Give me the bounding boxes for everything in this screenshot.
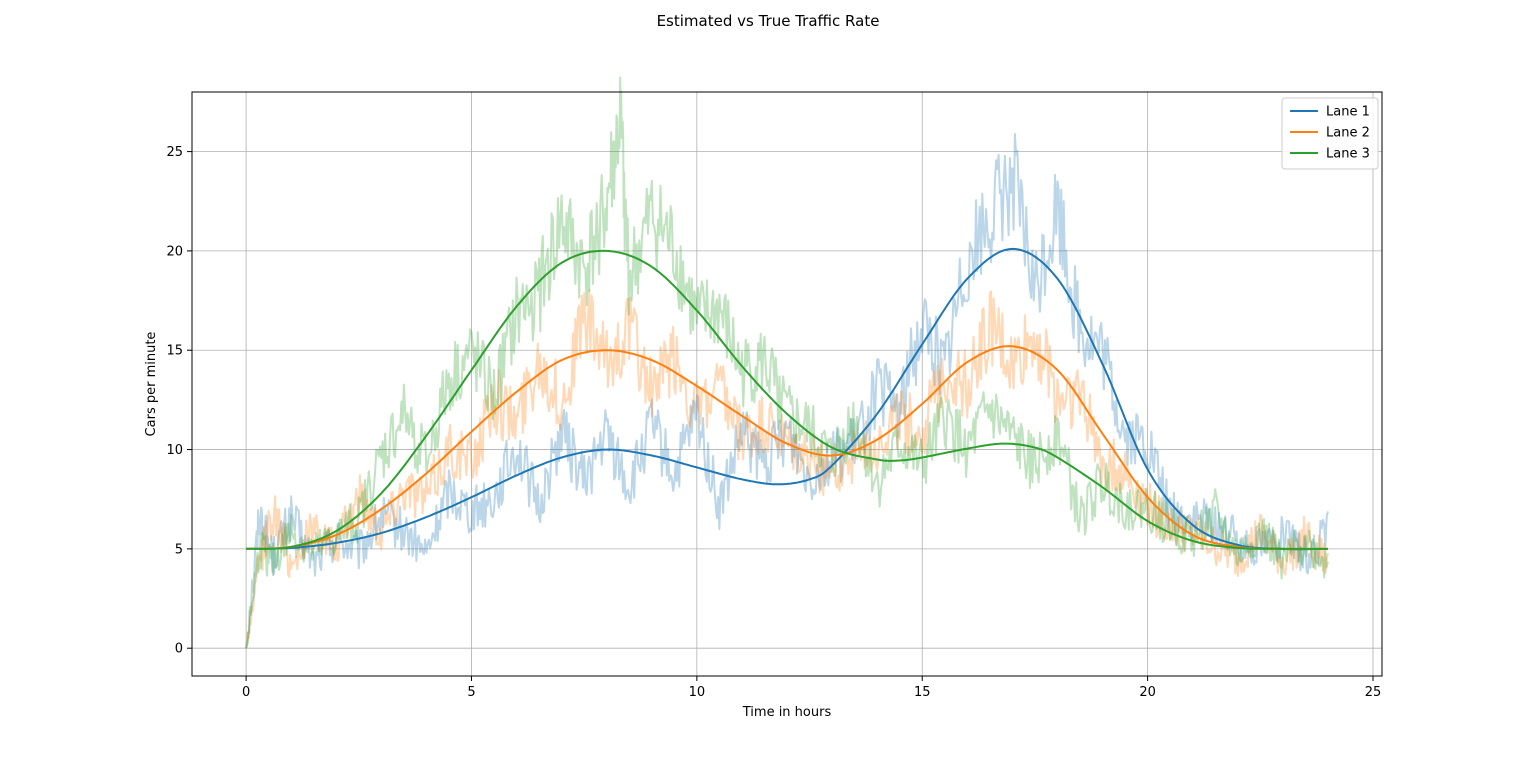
plot-frame [191,91,1383,677]
x-tick-label: 0 [242,685,250,700]
y-tick-label: 25 [166,145,183,160]
x-tick-label: 25 [1365,685,1382,700]
x-axis-label: Time in hours [742,705,832,720]
y-tick-label: 5 [175,542,183,557]
x-tick-label: 20 [1139,685,1156,700]
legend-box [1281,97,1379,170]
lane-3-smooth-line [246,249,1328,550]
smooth-series-lines [246,247,1328,551]
x-tick-label: 5 [467,685,475,700]
grid-lines [192,92,1382,676]
chart-title: Estimated vs True Traffic Rate [657,12,880,30]
legend-label-lane-2: Lane 2 [1326,126,1370,141]
y-tick-label: 10 [166,443,183,458]
lane-1-smooth-line [246,247,1328,551]
legend-label-lane-3: Lane 3 [1326,147,1370,162]
y-axis-label: Cars per minute [144,332,159,437]
y-axis-ticks: 0 5 10 15 20 25 [166,145,192,657]
lane-2-smooth-line [246,345,1328,550]
x-tick-label: 15 [914,685,931,700]
x-tick-label: 10 [689,685,706,700]
lane-2-noisy-line [245,288,1329,649]
legend: Lane 1 Lane 2 Lane 3 [1281,97,1379,170]
y-tick-label: 0 [175,642,183,657]
lane-3-noisy-line [245,76,1329,649]
y-tick-label: 20 [166,244,183,259]
x-axis-ticks: 0 5 10 15 20 25 [242,676,1381,700]
y-tick-label: 15 [166,344,183,359]
legend-label-lane-1: Lane 1 [1326,105,1370,120]
